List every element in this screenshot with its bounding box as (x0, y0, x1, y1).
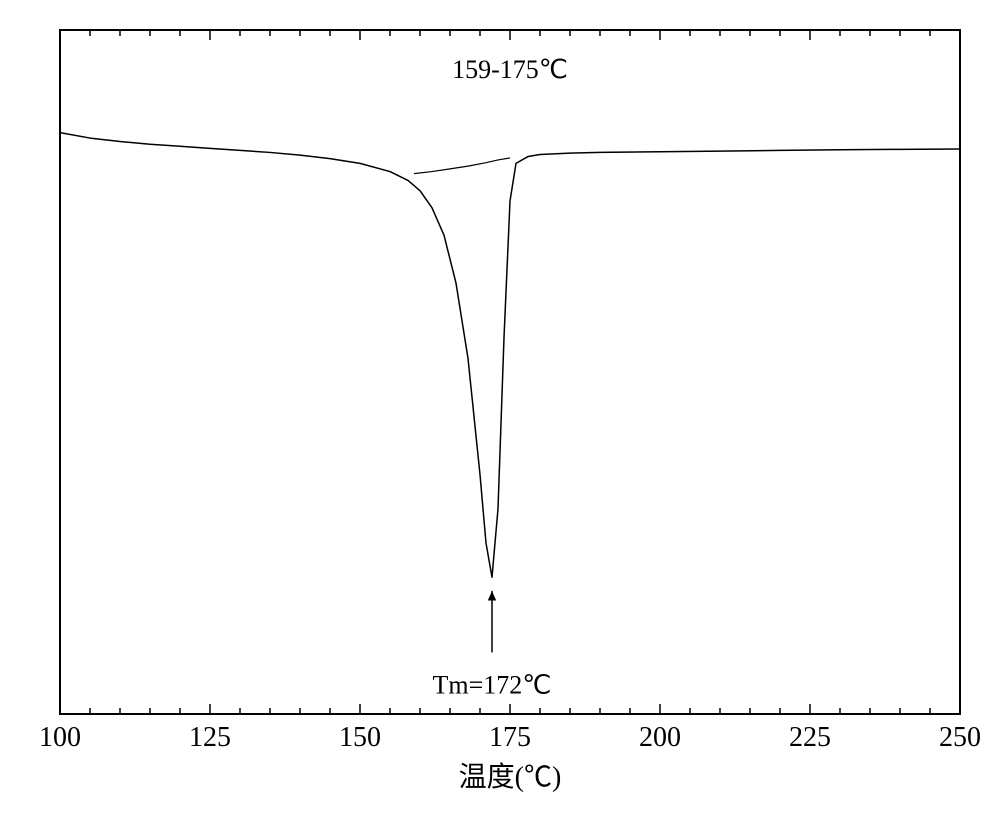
x-tick-label: 125 (189, 722, 231, 753)
x-tick-label: 175 (489, 722, 531, 753)
x-tick-label: 150 (339, 722, 381, 753)
peak-baseline (414, 158, 510, 174)
dsc-curve (60, 133, 960, 578)
tm-annotation: Tm=172℃ (433, 670, 552, 699)
chart-svg: 100 125 150 175 200 225 250 温度(℃) 159-175℃ Tm=172… (0, 0, 1000, 824)
dsc-chart: 100 125 150 175 200 225 250 温度(℃) 159-175℃ Tm=172… (0, 0, 1000, 824)
x-tick-label: 200 (639, 722, 681, 753)
x-axis-label: 温度(℃) (459, 761, 562, 793)
x-tick-label: 100 (39, 722, 81, 753)
x-tick-label: 250 (939, 722, 981, 753)
tm-arrow-head (488, 591, 496, 601)
range-annotation: 159-175℃ (452, 55, 568, 84)
x-tick-label: 225 (789, 722, 831, 753)
